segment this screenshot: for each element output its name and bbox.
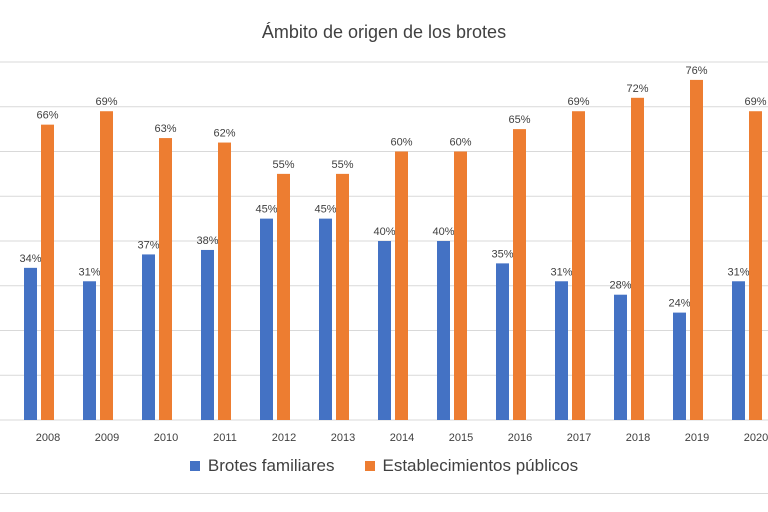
x-tick-label: 2012 xyxy=(272,432,296,444)
x-tick-label: 2015 xyxy=(449,432,473,444)
data-label: 37% xyxy=(137,239,159,251)
data-label: 40% xyxy=(373,226,395,238)
bar-brotes-familiares xyxy=(201,249,214,420)
data-label: 45% xyxy=(314,204,336,216)
data-label: 60% xyxy=(390,137,412,149)
data-label: 38% xyxy=(196,235,218,247)
legend-item-establecimientos-publicos: Establecimientos públicos xyxy=(364,456,579,476)
bar-establecimientos-publicos xyxy=(454,151,467,420)
bar-brotes-familiares xyxy=(260,218,273,420)
data-label: 65% xyxy=(508,114,530,126)
data-label: 63% xyxy=(154,123,176,135)
bar-brotes-familiares xyxy=(555,281,568,420)
x-tick-label: 2009 xyxy=(95,432,119,444)
bar-brotes-familiares xyxy=(614,294,627,420)
bar-establecimientos-publicos xyxy=(336,173,349,420)
legend: Brotes familiares Establecimientos públi… xyxy=(0,456,768,476)
data-label: 60% xyxy=(449,137,471,149)
x-tick-label: 2017 xyxy=(567,432,591,444)
x-tick-label: 2011 xyxy=(213,432,237,444)
data-label: 24% xyxy=(668,298,690,310)
data-label: 45% xyxy=(255,204,277,216)
data-label: 55% xyxy=(331,159,353,171)
bar-brotes-familiares xyxy=(378,241,391,420)
bar-establecimientos-publicos xyxy=(100,111,113,420)
data-label: 35% xyxy=(491,248,513,260)
chart-title: Ámbito de origen de los brotes xyxy=(261,22,507,42)
bar-brotes-familiares xyxy=(319,218,332,420)
data-label: 72% xyxy=(626,83,648,95)
data-label: 76% xyxy=(685,65,707,77)
x-tick-label: 2010 xyxy=(154,432,178,444)
bar-establecimientos-publicos xyxy=(277,173,290,420)
bar-establecimientos-publicos xyxy=(395,151,408,420)
bar-establecimientos-publicos xyxy=(631,97,644,421)
x-tick-label: 2013 xyxy=(331,432,355,444)
data-label: 34% xyxy=(19,253,41,265)
bar-establecimientos-publicos xyxy=(159,138,172,420)
data-label: 69% xyxy=(567,96,589,108)
x-tick-label: 2008 xyxy=(36,432,60,444)
bar-brotes-familiares xyxy=(24,267,37,420)
data-label: 31% xyxy=(550,266,572,278)
data-label: 31% xyxy=(727,266,749,278)
x-tick-label: 2014 xyxy=(390,432,414,444)
legend-swatch-establecimientos-publicos xyxy=(364,461,375,471)
data-label: 66% xyxy=(36,110,58,122)
x-tick-label: 2018 xyxy=(626,432,650,444)
x-tick-label: 2020 xyxy=(744,432,768,444)
data-label: 62% xyxy=(213,128,235,140)
bar-brotes-familiares xyxy=(142,254,155,420)
x-tick-label: 2019 xyxy=(685,432,709,444)
legend-label-establecimientos-publicos: Establecimientos públicos xyxy=(382,456,579,475)
bar-brotes-familiares xyxy=(83,281,96,420)
bar-establecimientos-publicos xyxy=(690,79,703,421)
bar-establecimientos-publicos xyxy=(572,111,585,420)
data-label: 69% xyxy=(744,96,766,108)
data-label: 40% xyxy=(432,226,454,238)
x-tick-label: 2016 xyxy=(508,432,532,444)
bar-establecimientos-publicos xyxy=(218,142,231,421)
legend-swatch-brotes-familiares xyxy=(189,461,200,471)
legend-label-brotes-familiares: Brotes familiares xyxy=(207,456,335,475)
legend-item-brotes-familiares: Brotes familiares xyxy=(189,456,335,476)
bar-establecimientos-publicos xyxy=(41,124,54,421)
bar-establecimientos-publicos xyxy=(749,111,762,420)
bar-brotes-familiares xyxy=(732,281,745,420)
bar-brotes-familiares xyxy=(437,241,450,420)
bar-brotes-familiares xyxy=(496,263,509,420)
data-label: 28% xyxy=(609,280,631,292)
bar-brotes-familiares xyxy=(673,312,686,420)
data-label: 69% xyxy=(95,96,117,108)
bar-establecimientos-publicos xyxy=(513,129,526,420)
data-label: 55% xyxy=(272,159,294,171)
data-label: 31% xyxy=(78,266,100,278)
bottom-border xyxy=(0,493,768,494)
